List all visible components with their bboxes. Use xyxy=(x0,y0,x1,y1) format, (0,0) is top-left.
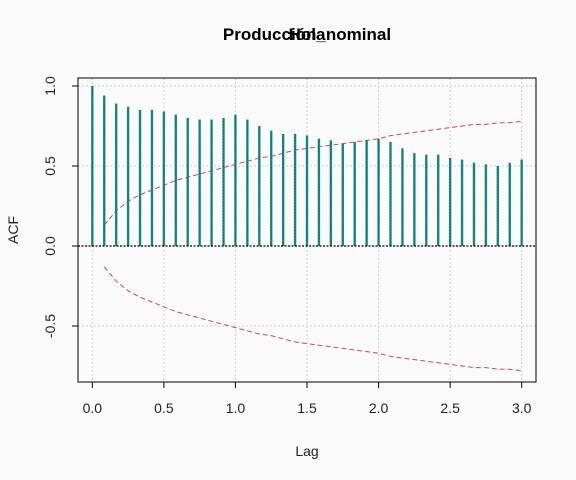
x-tick-label: 1.5 xyxy=(297,400,317,416)
acf-bar xyxy=(365,140,368,246)
acf-bar xyxy=(174,114,177,246)
acf-bar xyxy=(317,138,321,246)
acf-bar xyxy=(448,158,452,246)
confidence-bands xyxy=(103,120,522,372)
y-tick-label: 1.0 xyxy=(42,76,58,96)
x-tick-label: 2.5 xyxy=(440,400,460,416)
x-axis-label: Lag xyxy=(295,443,318,459)
acf-bar xyxy=(138,110,142,246)
y-tick-label: 0.0 xyxy=(42,236,58,256)
x-tick-label: 0.0 xyxy=(83,400,103,416)
acf-bar xyxy=(114,103,118,246)
y-axis-label: ACF xyxy=(5,216,21,244)
x-tick-label: 0.5 xyxy=(154,400,174,416)
acf-bar xyxy=(484,164,488,246)
confidence-band-upper xyxy=(103,120,522,226)
acf-bar xyxy=(460,159,464,246)
y-axis: -0.5 0.0 0.5 1.0 xyxy=(42,76,78,338)
x-axis: 0.0 0.5 1.0 1.5 2.0 2.5 3.0 xyxy=(83,382,532,416)
acf-bar xyxy=(329,140,333,246)
acf-bar xyxy=(472,162,476,246)
acf-bar xyxy=(162,111,166,246)
acf-bars xyxy=(91,86,523,246)
x-tick-label: 2.0 xyxy=(369,400,389,416)
acf-bar xyxy=(377,138,380,246)
acf-bar xyxy=(413,153,416,246)
chart-subtitle: Hola xyxy=(289,25,326,44)
x-tick-label: 3.0 xyxy=(512,400,532,416)
acf-bar xyxy=(305,135,309,246)
acf-bar xyxy=(281,134,285,246)
acf-bar xyxy=(150,110,154,246)
y-tick-label: 0.5 xyxy=(42,156,58,176)
acf-bar xyxy=(293,134,297,246)
acf-bar xyxy=(91,86,94,246)
acf-bar xyxy=(520,159,523,246)
x-tick-label: 1.0 xyxy=(226,400,246,416)
acf-bar xyxy=(234,114,237,246)
acf-bar xyxy=(508,162,511,246)
y-tick-label: -0.5 xyxy=(42,314,58,338)
chart-title: Producción_nominal xyxy=(223,25,391,44)
confidence-band-lower xyxy=(103,266,522,372)
